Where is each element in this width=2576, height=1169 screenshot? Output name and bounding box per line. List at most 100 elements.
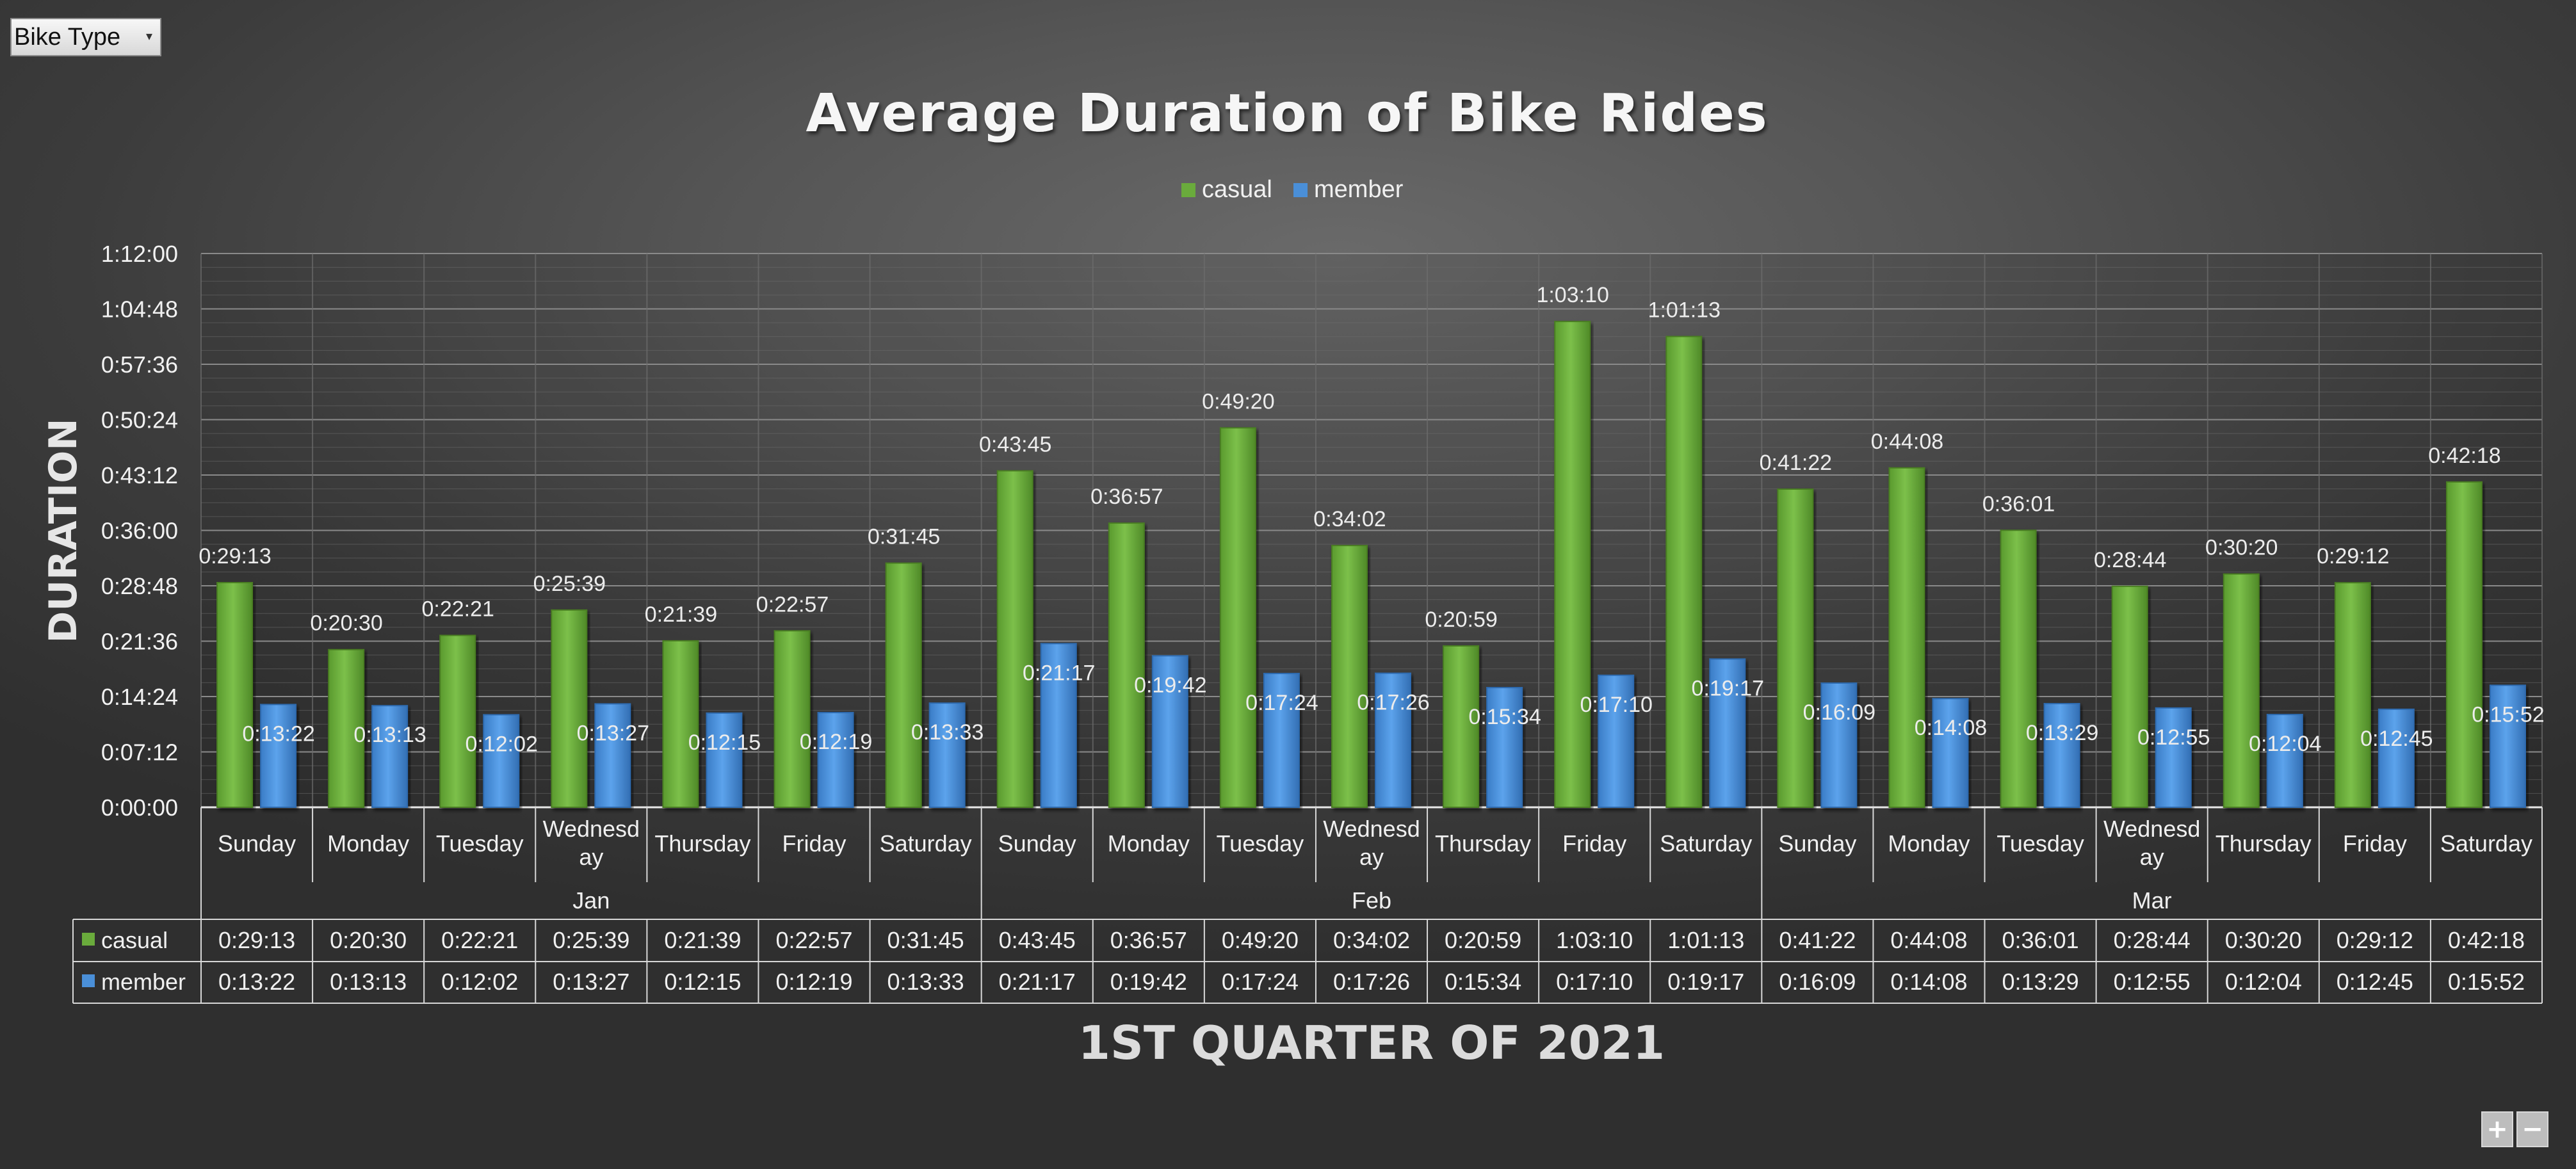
bike-type-filter-button[interactable]: Bike Type ▾ <box>10 18 161 56</box>
member-bar <box>371 705 409 808</box>
table-cell: 0:36:01 <box>2002 927 2079 953</box>
member-data-label: 0:12:15 <box>688 730 761 755</box>
y-tick-label: 1:04:48 <box>101 296 178 323</box>
x-tick-label: Saturday <box>2440 830 2532 857</box>
legend-member-label: member <box>1314 176 1404 203</box>
table-cell: 0:12:45 <box>2337 969 2413 995</box>
table-cell: 0:15:34 <box>1445 969 1521 995</box>
x-tick-label: Tuesday <box>1217 830 1304 857</box>
table-cell: 0:21:17 <box>999 969 1076 995</box>
casual-bar <box>1443 645 1480 808</box>
table-cell: 0:17:10 <box>1556 969 1633 995</box>
member-bar <box>706 712 743 808</box>
member-data-label: 0:17:26 <box>1357 691 1429 715</box>
member-data-label: 0:17:10 <box>1580 693 1652 717</box>
minus-icon: − <box>2522 1115 2543 1144</box>
x-tick-label: Monday <box>327 830 409 857</box>
member-data-label: 0:14:08 <box>1915 716 1987 740</box>
x-tick-label: Tuesday <box>1997 830 2084 857</box>
table-cell: 0:29:12 <box>2337 927 2413 953</box>
casual-bar <box>2334 582 2371 808</box>
member-bar <box>594 703 631 809</box>
x-tick-label: Friday <box>782 830 847 857</box>
table-cell: 0:12:02 <box>441 969 518 995</box>
chart-title: Average Duration of Bike Rides <box>806 83 1768 144</box>
member-data-label: 0:12:45 <box>2360 727 2433 751</box>
table-cell: 0:22:21 <box>441 927 518 953</box>
casual-data-label: 0:20:30 <box>310 611 382 636</box>
member-bar <box>1932 698 1969 809</box>
table-cell: 0:36:57 <box>1110 927 1187 953</box>
table-cell: 0:25:39 <box>553 927 629 953</box>
table-cell: 0:41:22 <box>1779 927 1856 953</box>
member-bar <box>2043 703 2080 808</box>
x-tick-label: Friday <box>1562 830 1626 857</box>
casual-bar <box>1554 321 1591 808</box>
member-data-label: 0:17:24 <box>1245 691 1318 715</box>
casual-bar <box>996 470 1033 808</box>
member-bar <box>1375 672 1411 808</box>
x-tick-label: Tuesday <box>436 830 524 857</box>
casual-data-label: 0:49:20 <box>1202 389 1274 414</box>
member-data-label: 0:13:33 <box>911 720 984 745</box>
x-tick-label: Saturday <box>1660 830 1752 857</box>
y-tick-label: 0:28:48 <box>101 573 178 599</box>
table-cell: 0:13:29 <box>2002 969 2079 995</box>
table-cell: 0:28:44 <box>2114 927 2191 953</box>
table-cell: 0:12:15 <box>664 969 741 995</box>
casual-data-label: 0:43:45 <box>979 432 1051 456</box>
casual-data-label: 0:44:08 <box>1871 430 1943 454</box>
table-series-label: member <box>101 969 186 995</box>
table-cell: 0:20:30 <box>330 927 407 953</box>
member-bar <box>1709 658 1746 808</box>
zoom-in-button[interactable]: + <box>2481 1111 2513 1147</box>
y-tick-label: 0:21:36 <box>101 629 178 655</box>
casual-bar <box>1108 522 1145 808</box>
casual-bar <box>551 609 588 808</box>
x-tick-label: Monday <box>1108 830 1190 857</box>
table-cell: 0:16:09 <box>1779 969 1856 995</box>
month-label: Feb <box>1352 887 1391 914</box>
member-data-label: 0:12:04 <box>2249 732 2321 756</box>
casual-data-label: 0:30:20 <box>2205 536 2278 560</box>
member-bar <box>1151 655 1188 809</box>
x-tick-label: Sunday <box>1778 830 1856 857</box>
table-cell: 0:21:39 <box>664 927 741 953</box>
month-label: Jan <box>572 887 610 914</box>
member-bar <box>2155 707 2192 808</box>
member-data-label: 0:16:09 <box>1803 700 1875 725</box>
table-cell: 0:12:04 <box>2225 969 2302 995</box>
plus-icon: + <box>2486 1115 2508 1144</box>
table-cell: 0:13:22 <box>218 969 295 995</box>
member-data-label: 0:12:19 <box>800 730 872 754</box>
member-data-label: 0:13:22 <box>242 722 314 746</box>
casual-data-label: 0:22:57 <box>756 592 829 617</box>
month-label: Mar <box>2132 887 2172 914</box>
y-tick-label: 0:43:12 <box>101 462 178 488</box>
member-bar <box>1486 686 1523 808</box>
legend-member-swatch <box>1293 183 1308 197</box>
legend-casual-label: casual <box>1202 176 1272 203</box>
table-cell: 0:49:20 <box>1222 927 1299 953</box>
member-bar <box>2489 684 2526 809</box>
member-data-label: 0:12:02 <box>466 732 538 756</box>
table-cell: 0:22:57 <box>775 927 852 953</box>
table-cell: 0:43:45 <box>999 927 1076 953</box>
casual-data-label: 1:01:13 <box>1648 298 1721 323</box>
member-legend-key <box>82 974 95 987</box>
y-tick-label: 0:50:24 <box>101 407 178 433</box>
table-series-label: casual <box>101 927 168 953</box>
casual-data-label: 0:34:02 <box>1313 507 1386 531</box>
x-tick-label: Thursday <box>654 830 750 857</box>
x-axis-title: 1ST QUARTER OF 2021 <box>1078 1016 1665 1070</box>
table-cell: 0:29:13 <box>218 927 295 953</box>
filter-label: Bike Type <box>14 23 121 51</box>
table-cell: 0:12:55 <box>2114 969 2191 995</box>
member-bar <box>1598 674 1635 809</box>
casual-legend-key <box>82 933 95 946</box>
zoom-out-button[interactable]: − <box>2516 1111 2548 1147</box>
y-tick-label: 0:14:24 <box>101 684 178 710</box>
casual-bar <box>885 562 922 808</box>
casual-bar <box>439 634 476 808</box>
